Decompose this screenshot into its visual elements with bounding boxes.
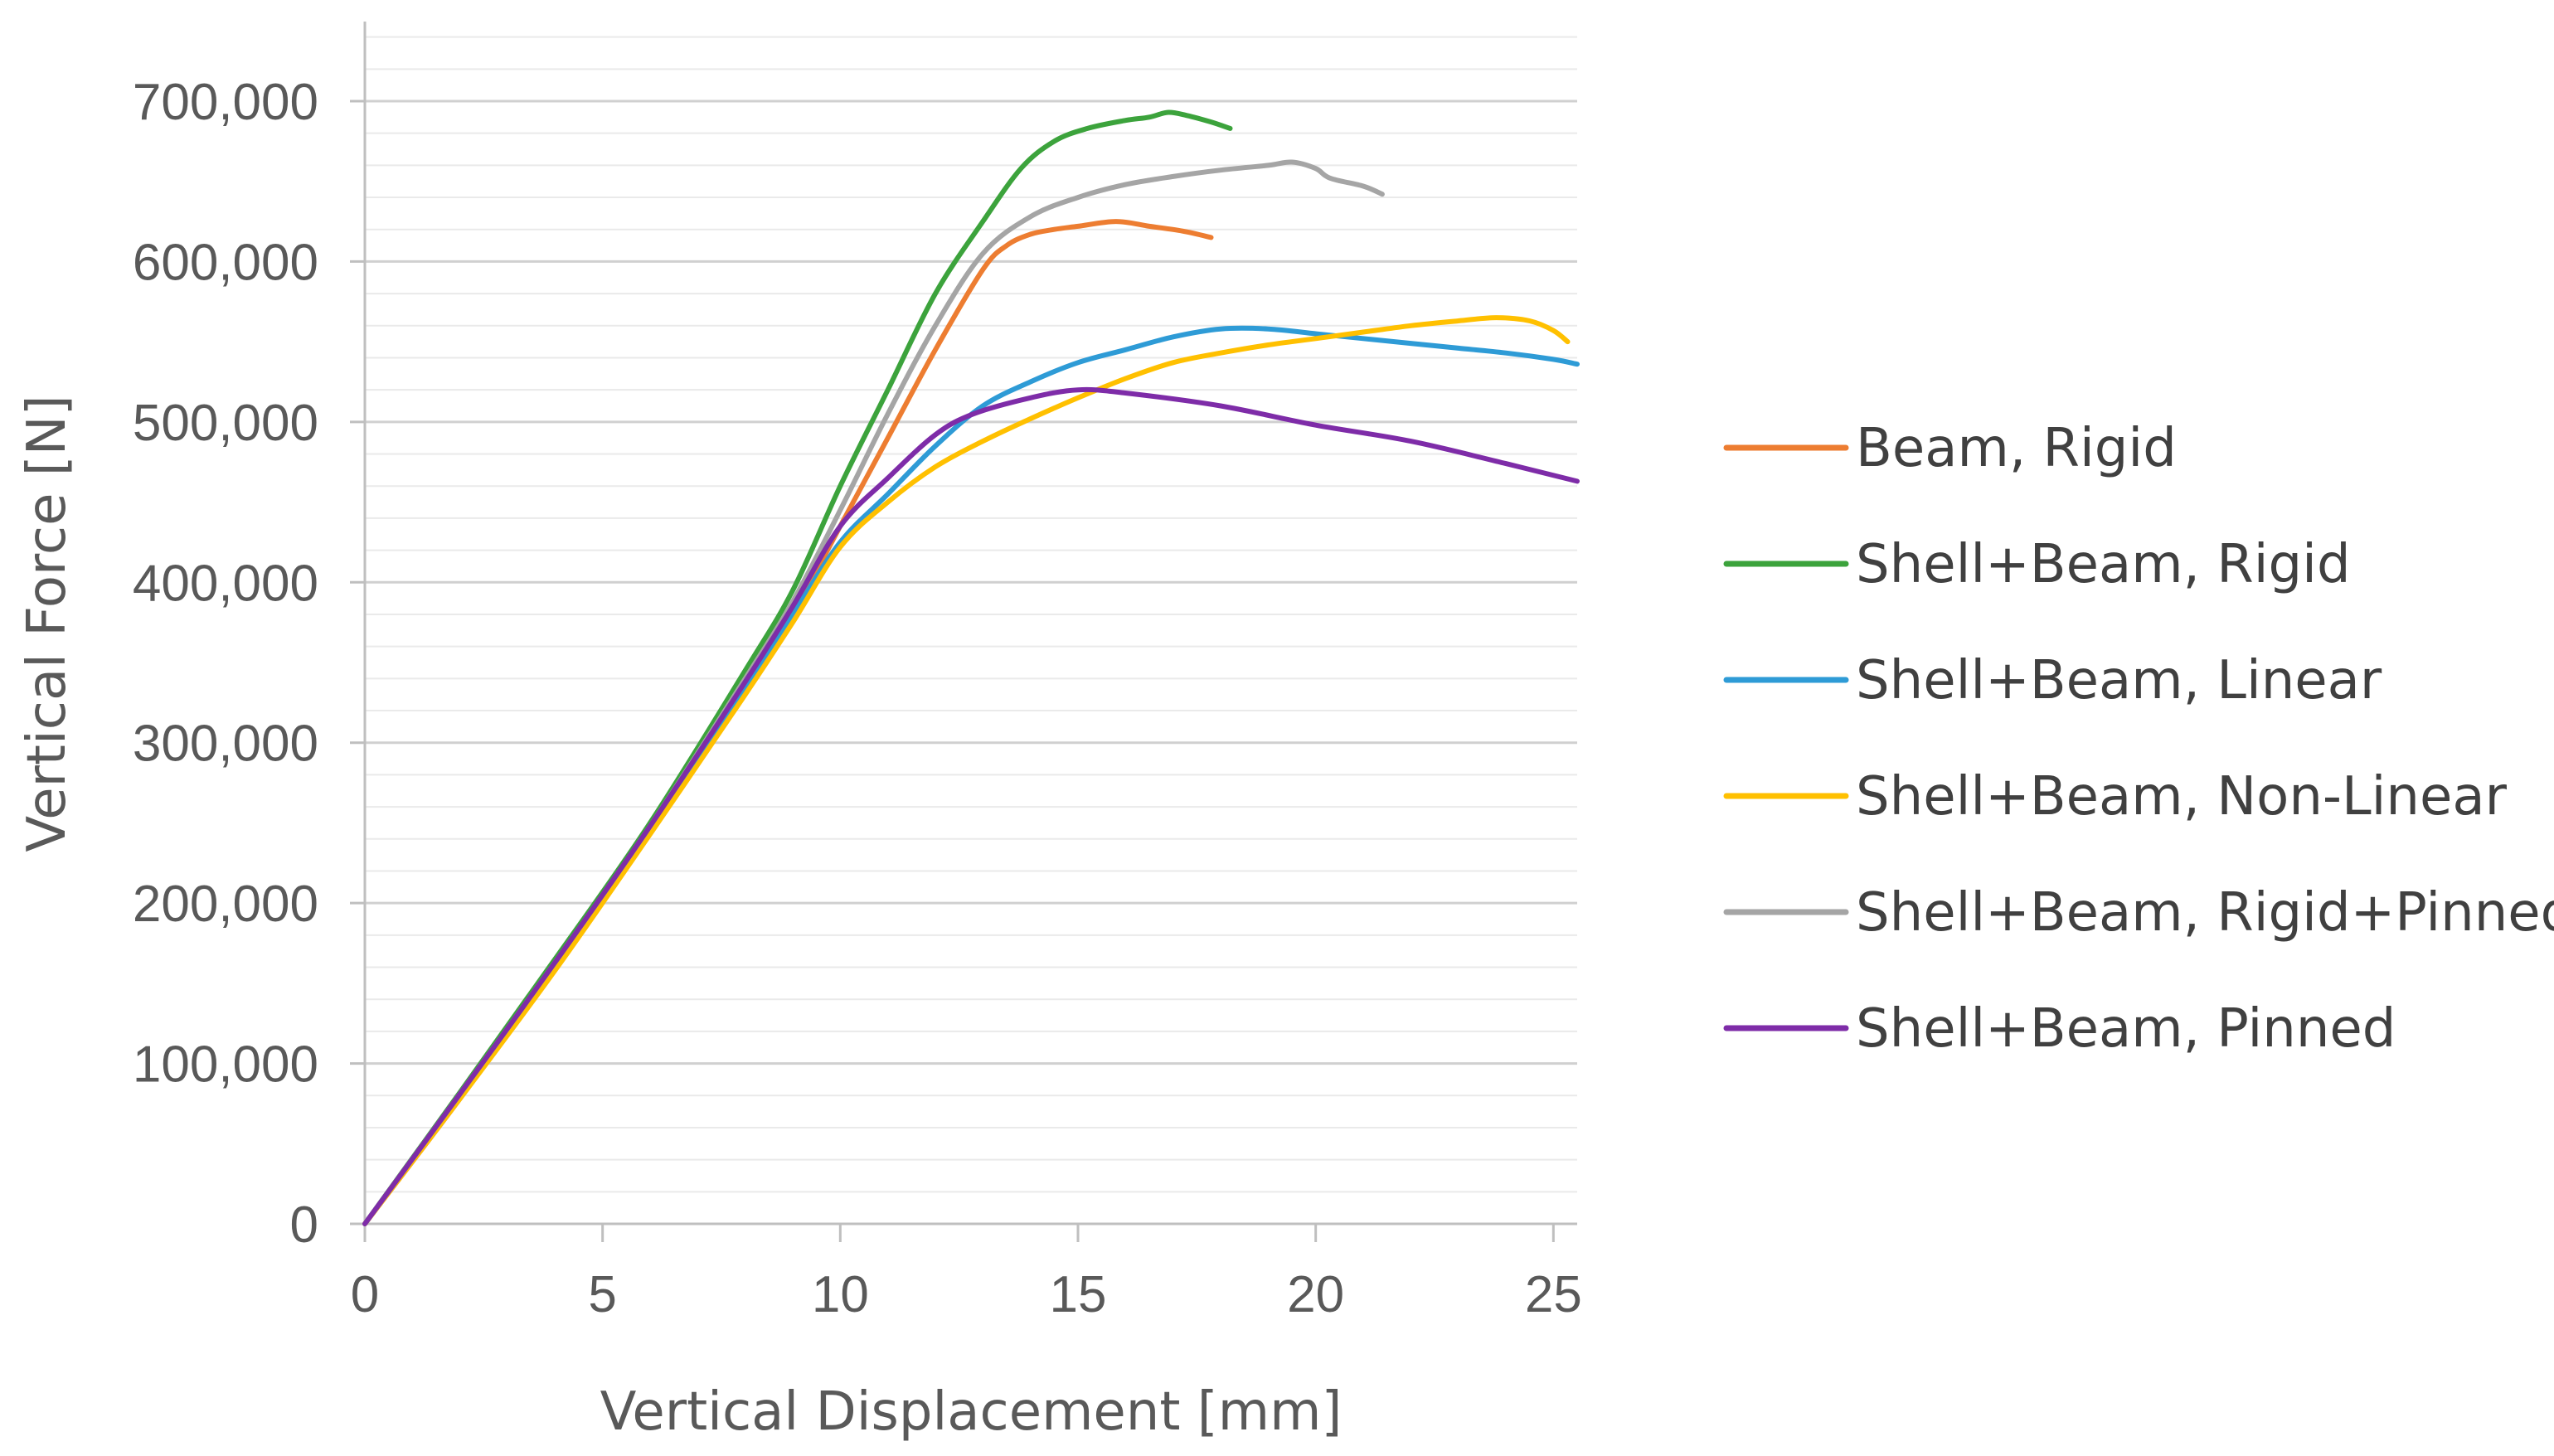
x-axis-title: Vertical Displacement [mm] xyxy=(600,1381,1343,1443)
y-tick-label: 600,000 xyxy=(133,234,318,291)
y-tick-label: 700,000 xyxy=(133,74,318,131)
legend: Beam, Rigid Shell+Beam, Rigid Shell+Beam, … xyxy=(1723,418,2554,1060)
y-axis-title: Vertical Force [N] xyxy=(17,395,78,852)
y-tick-label: 200,000 xyxy=(133,876,318,933)
series-line-shell-beam-pinned xyxy=(362,386,1580,1226)
series-line-shell-beam-linear xyxy=(362,325,1580,1226)
x-tick-label: 20 xyxy=(1287,1266,1344,1323)
axes xyxy=(350,22,1577,1242)
x-tick-label: 5 xyxy=(588,1266,616,1323)
series-line-beam-rigid xyxy=(362,219,1214,1226)
y-tick-label: 500,000 xyxy=(133,395,318,452)
legend-item-shell-beam-non-linear: Shell+Beam, Non-Linear xyxy=(1723,766,2508,827)
x-tick-label: 15 xyxy=(1050,1266,1107,1323)
legend-label: Beam, Rigid xyxy=(1856,418,2177,479)
x-tick-label: 10 xyxy=(812,1266,869,1323)
legend-label: Shell+Beam, Pinned xyxy=(1856,998,2396,1060)
series-line-shell-beam-rigid xyxy=(362,109,1233,1226)
y-tick-label: 400,000 xyxy=(133,555,318,612)
y-tick-label: 100,000 xyxy=(133,1036,318,1094)
legend-item-beam-rigid: Beam, Rigid xyxy=(1723,418,2177,479)
y-tick-label: 300,000 xyxy=(133,716,318,773)
legend-item-shell-beam-rigid-pinned: Shell+Beam, Rigid+Pinned xyxy=(1723,882,2554,944)
legend-label: Shell+Beam, Rigid xyxy=(1856,534,2351,595)
legend-label: Shell+Beam, Rigid+Pinned xyxy=(1856,882,2554,944)
legend-label: Shell+Beam, Linear xyxy=(1856,650,2382,711)
y-tick-label: 0 xyxy=(290,1196,318,1254)
gridlines xyxy=(365,36,1577,1193)
series-lines xyxy=(362,109,1580,1226)
x-tick-label: 25 xyxy=(1525,1266,1582,1323)
x-tick-label: 0 xyxy=(351,1266,379,1323)
legend-item-shell-beam-rigid: Shell+Beam, Rigid xyxy=(1723,534,2351,595)
legend-item-shell-beam-linear: Shell+Beam, Linear xyxy=(1723,650,2382,711)
legend-label: Shell+Beam, Non-Linear xyxy=(1856,766,2508,827)
tick-labels: 0 100,000 200,000 300,000 400,000 500,000 600,… xyxy=(133,74,1582,1323)
series-line-shell-beam-non-linear xyxy=(362,315,1571,1226)
legend-item-shell-beam-pinned: Shell+Beam, Pinned xyxy=(1723,998,2396,1060)
